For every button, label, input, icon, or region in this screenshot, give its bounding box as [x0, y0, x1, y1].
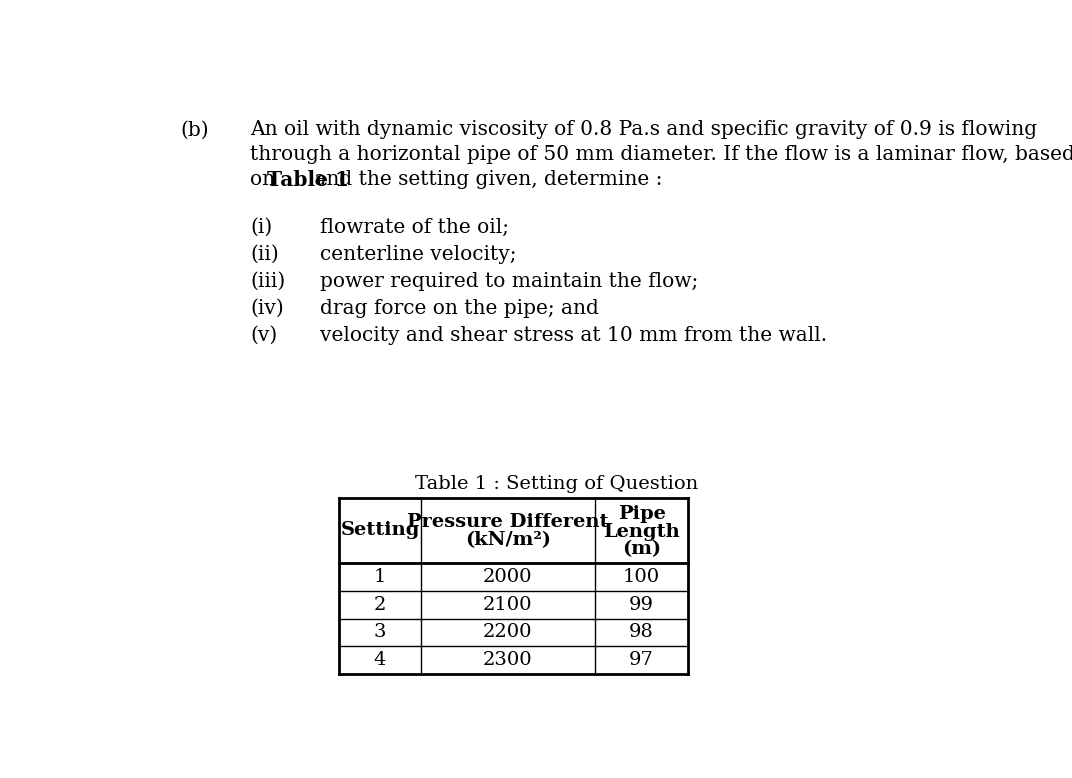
Text: (i): (i)	[250, 218, 272, 237]
Text: Pipe: Pipe	[617, 505, 666, 523]
Text: (b): (b)	[180, 121, 209, 139]
Text: through a horizontal pipe of 50 mm diameter. If the flow is a laminar flow, base: through a horizontal pipe of 50 mm diame…	[250, 145, 1072, 164]
Text: Table 1: Table 1	[267, 170, 349, 190]
Text: centerline velocity;: centerline velocity;	[321, 245, 517, 264]
Text: (kN/m²): (kN/m²)	[465, 531, 551, 549]
Text: (v): (v)	[250, 326, 278, 345]
Text: (m): (m)	[622, 540, 661, 559]
Text: (ii): (ii)	[250, 245, 279, 264]
Text: and the setting given, determine :: and the setting given, determine :	[308, 170, 662, 188]
Text: 2000: 2000	[483, 568, 533, 586]
Text: 99: 99	[629, 596, 654, 614]
Text: 100: 100	[623, 568, 660, 586]
Text: on: on	[250, 170, 282, 188]
Text: drag force on the pipe; and: drag force on the pipe; and	[321, 299, 599, 318]
Text: power required to maintain the flow;: power required to maintain the flow;	[321, 272, 698, 291]
Text: 1: 1	[374, 568, 386, 586]
Text: 3: 3	[374, 623, 386, 641]
Text: 4: 4	[374, 651, 386, 669]
Text: Pressure Different: Pressure Different	[407, 513, 609, 531]
Text: (iv): (iv)	[250, 299, 284, 318]
Text: (iii): (iii)	[250, 272, 285, 291]
Text: 2: 2	[374, 596, 386, 614]
Text: Table 1 : Setting of Question: Table 1 : Setting of Question	[415, 475, 698, 492]
Text: 97: 97	[629, 651, 654, 669]
Text: velocity and shear stress at 10 mm from the wall.: velocity and shear stress at 10 mm from …	[321, 326, 828, 345]
Text: Setting: Setting	[341, 521, 420, 539]
Text: 98: 98	[629, 623, 654, 641]
Text: 2300: 2300	[483, 651, 533, 669]
Text: Length: Length	[604, 523, 680, 541]
Text: An oil with dynamic viscosity of 0.8 Pa.s and specific gravity of 0.9 is flowing: An oil with dynamic viscosity of 0.8 Pa.…	[250, 121, 1038, 139]
Text: flowrate of the oil;: flowrate of the oil;	[321, 218, 509, 237]
Text: 2100: 2100	[483, 596, 533, 614]
Text: 2200: 2200	[483, 623, 533, 641]
